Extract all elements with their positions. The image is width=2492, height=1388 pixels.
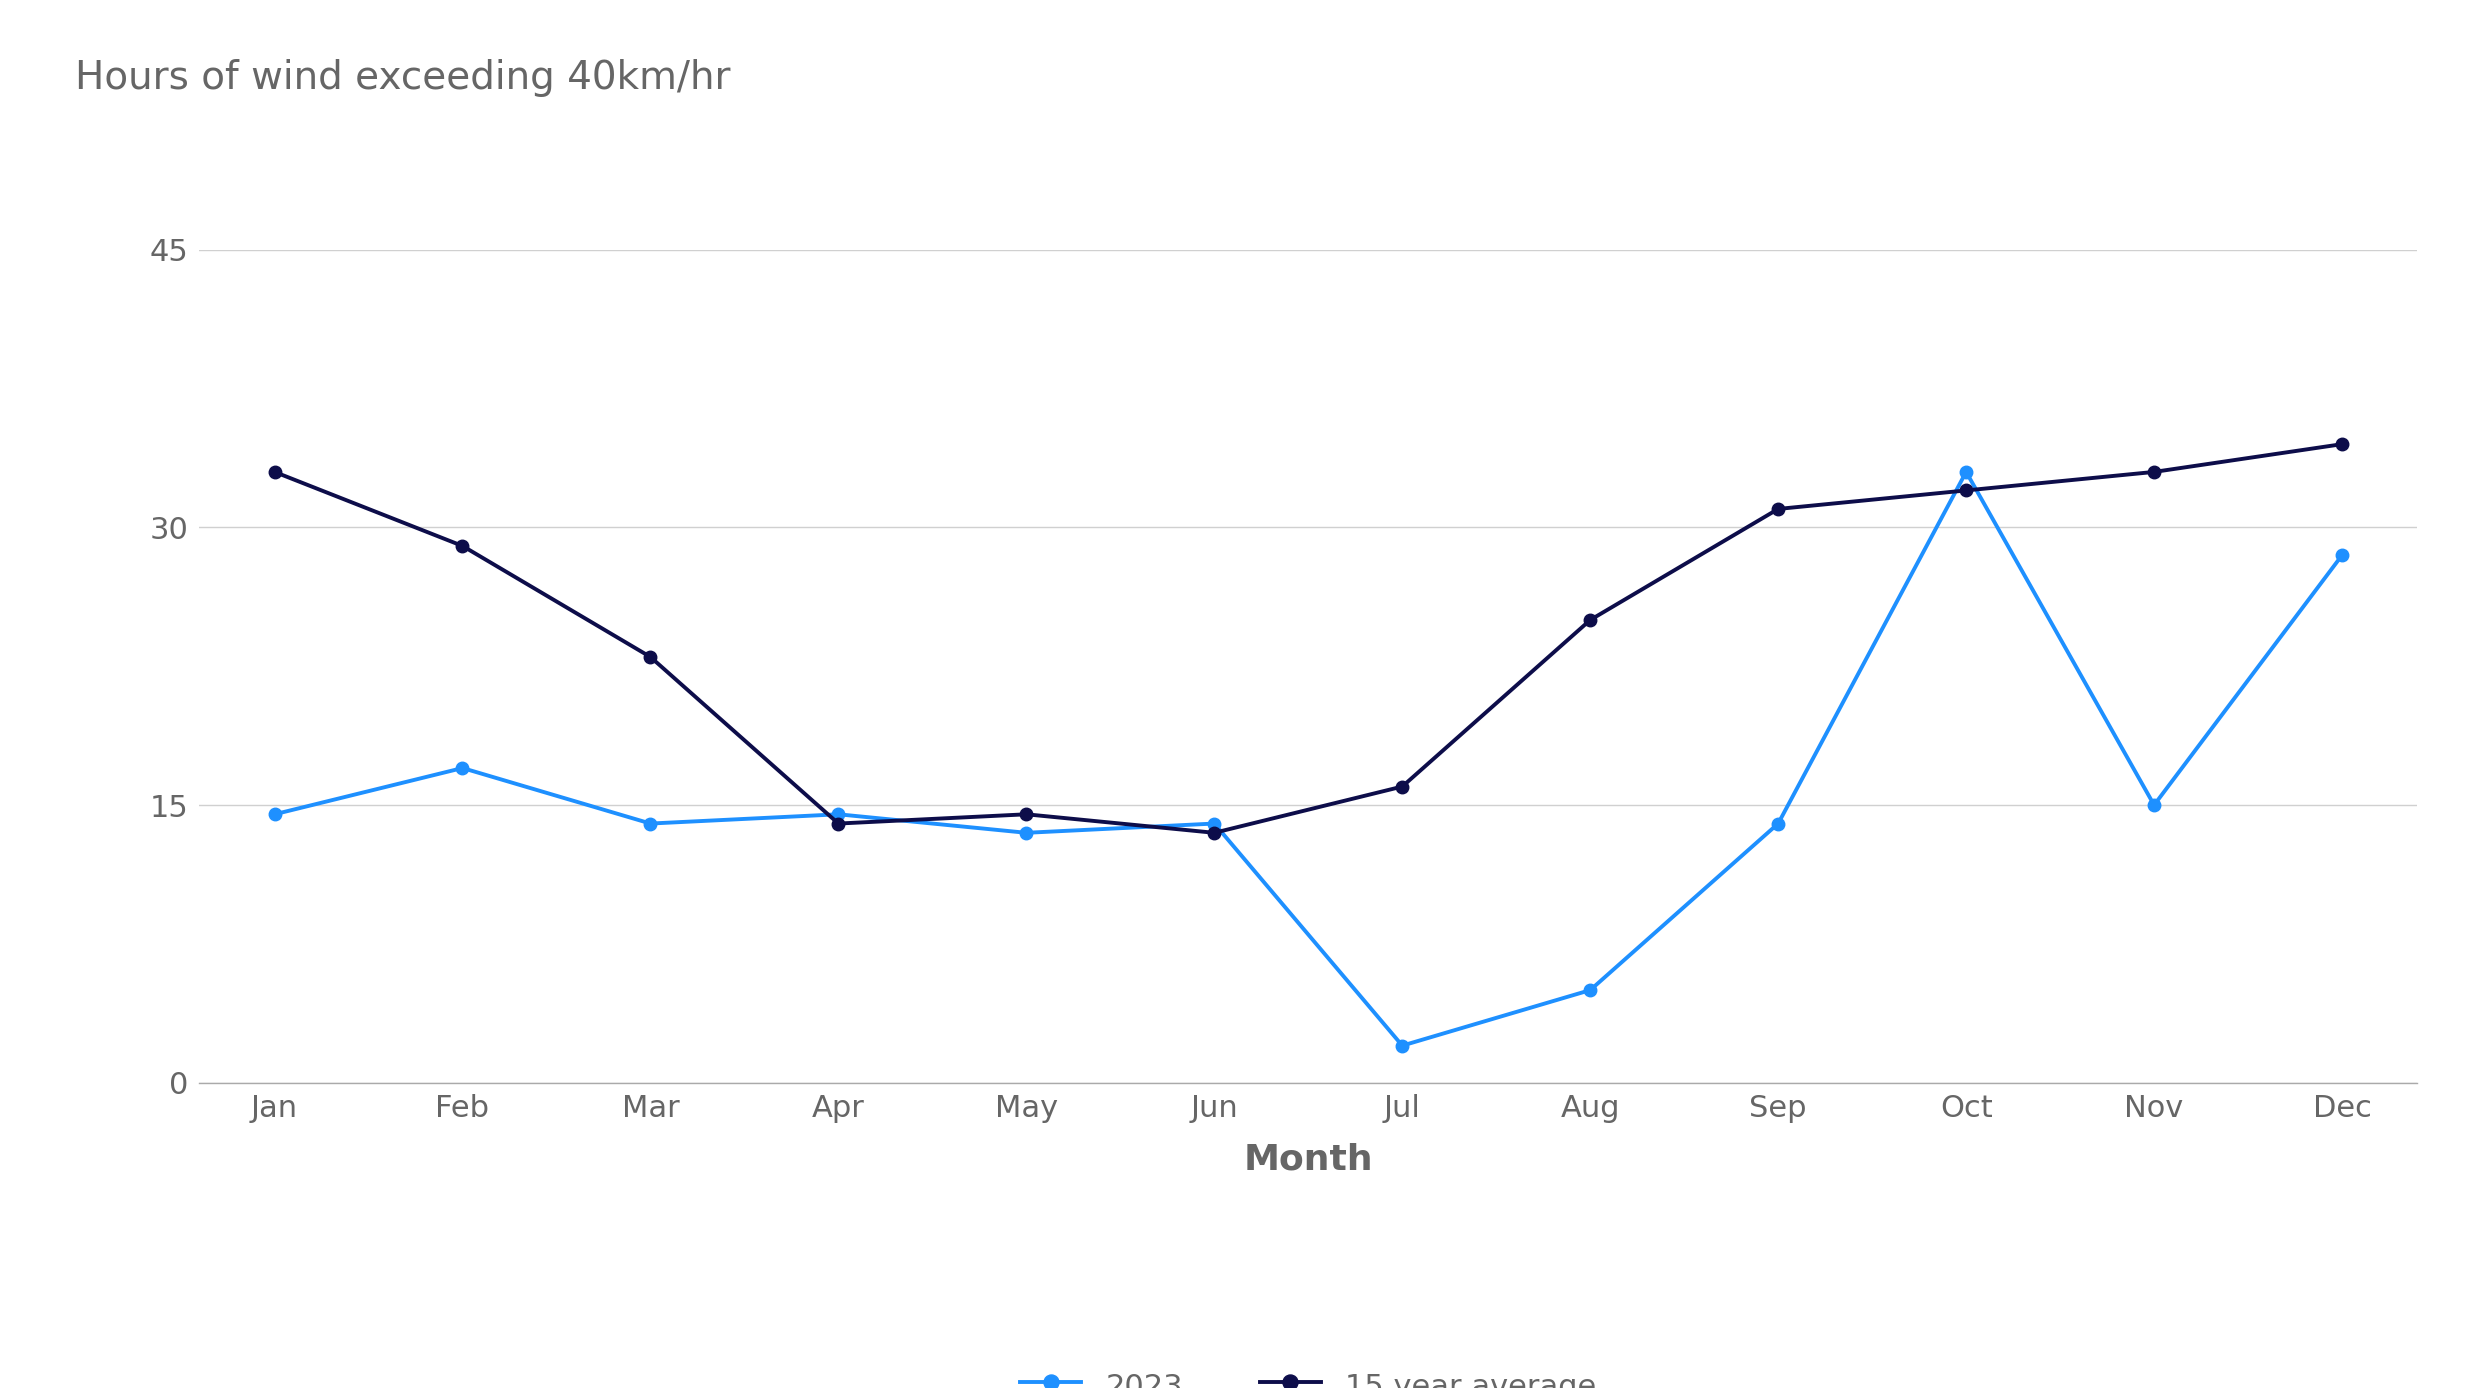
2023 bbox=[1388, 1037, 1418, 1053]
Text: Hours of wind exceeding 40km/hr: Hours of wind exceeding 40km/hr bbox=[75, 60, 730, 97]
15 year average bbox=[822, 815, 852, 831]
2023 bbox=[1199, 815, 1229, 831]
2023 bbox=[1764, 815, 1794, 831]
2023 bbox=[635, 815, 665, 831]
15 year average bbox=[2138, 464, 2168, 480]
15 year average bbox=[259, 464, 289, 480]
2023 bbox=[259, 806, 289, 823]
15 year average bbox=[2328, 436, 2357, 452]
2023 bbox=[2138, 797, 2168, 813]
2023 bbox=[1012, 824, 1042, 841]
15 year average bbox=[449, 537, 478, 554]
15 year average bbox=[635, 648, 665, 665]
X-axis label: Month: Month bbox=[1244, 1142, 1373, 1176]
2023 bbox=[2328, 547, 2357, 564]
Line: 2023: 2023 bbox=[269, 465, 2347, 1052]
Legend: 2023, 15 year average: 2023, 15 year average bbox=[1007, 1356, 1610, 1388]
15 year average bbox=[1388, 779, 1418, 795]
15 year average bbox=[1012, 806, 1042, 823]
2023 bbox=[1575, 981, 1605, 998]
15 year average bbox=[1199, 824, 1229, 841]
2023 bbox=[449, 759, 478, 776]
15 year average bbox=[1951, 482, 1981, 498]
15 year average bbox=[1575, 612, 1605, 629]
2023 bbox=[1951, 464, 1981, 480]
2023 bbox=[822, 806, 852, 823]
Line: 15 year average: 15 year average bbox=[269, 437, 2347, 840]
15 year average bbox=[1764, 501, 1794, 518]
